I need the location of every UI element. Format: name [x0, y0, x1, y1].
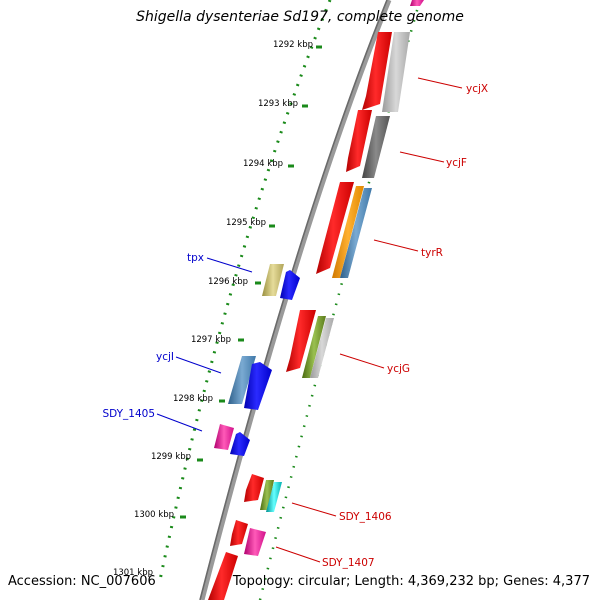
tick-label: 1293 kbp: [258, 99, 298, 109]
gene-block: [244, 528, 266, 556]
gene-label-SDY_1407[interactable]: SDY_1407: [322, 557, 375, 569]
gene-block: [332, 186, 364, 278]
gene-block: [340, 188, 372, 278]
map-title: Shigella dysenteriae Sd197, complete gen…: [136, 9, 464, 25]
gene-label-SDY_1405[interactable]: SDY_1405: [102, 408, 155, 420]
gene-block: [410, 0, 424, 6]
accession-text: Accession: NC_007606: [8, 574, 156, 589]
gene-label-ycjF[interactable]: ycjF: [446, 157, 467, 169]
gene-label-SDY_1406[interactable]: SDY_1406: [339, 511, 392, 523]
gene-block: [362, 32, 392, 110]
tick-label: 1298 kbp: [173, 394, 213, 404]
tick-track: [158, 0, 332, 581]
tick-labels: 1292 kbp 1293 kbp 1294 kbp 1295 kbp 1296…: [113, 40, 313, 578]
tick-label: 1295 kbp: [226, 218, 266, 228]
gene-block: [316, 182, 354, 274]
gene-block: [262, 264, 284, 296]
leader-lines: [156, 77, 463, 563]
gene-block: [362, 116, 390, 178]
forward-genes: [208, 0, 424, 600]
gene-block: [244, 474, 264, 502]
tick-label: 1299 kbp: [151, 452, 191, 462]
tick-label: 1294 kbp: [243, 159, 283, 169]
gene-block: [346, 110, 372, 172]
reverse-genes: [214, 264, 300, 456]
tick-label: 1300 kbp: [134, 510, 174, 520]
tick-label: 1296 kbp: [208, 277, 248, 287]
genome-summary-text: Topology: circular; Length: 4,369,232 bp…: [232, 574, 590, 589]
gene-label-ycjG[interactable]: ycjG: [387, 363, 410, 375]
tick-label: 1297 kbp: [191, 335, 231, 345]
gene-label-tyrR[interactable]: tyrR: [421, 247, 443, 259]
tick-label: 1301 kbp: [113, 568, 153, 578]
gene-labels: tpx ycjI SDY_1405 ycjX ycjF tyrR ycjG SD…: [102, 83, 488, 569]
gene-block: [382, 32, 410, 112]
gene-block: [286, 310, 316, 372]
gene-block: [230, 520, 248, 546]
gene-block: [266, 482, 282, 512]
gene-block: [260, 480, 274, 510]
gene-block: [214, 424, 234, 450]
gene-block: [208, 552, 238, 600]
gene-block: [244, 362, 272, 410]
gene-block: [280, 270, 300, 300]
gene-block: [310, 318, 334, 378]
gene-block: [228, 356, 256, 404]
tick-marks: [180, 45, 322, 519]
gene-label-ycjI[interactable]: ycjI: [156, 351, 174, 363]
tick-label: 1292 kbp: [273, 40, 313, 50]
gene-block: [230, 432, 250, 456]
gene-block: [302, 316, 326, 378]
gene-label-tpx[interactable]: tpx: [187, 252, 204, 264]
gene-label-ycjX[interactable]: ycjX: [466, 83, 488, 95]
genome-backbone: [199, 0, 392, 601]
